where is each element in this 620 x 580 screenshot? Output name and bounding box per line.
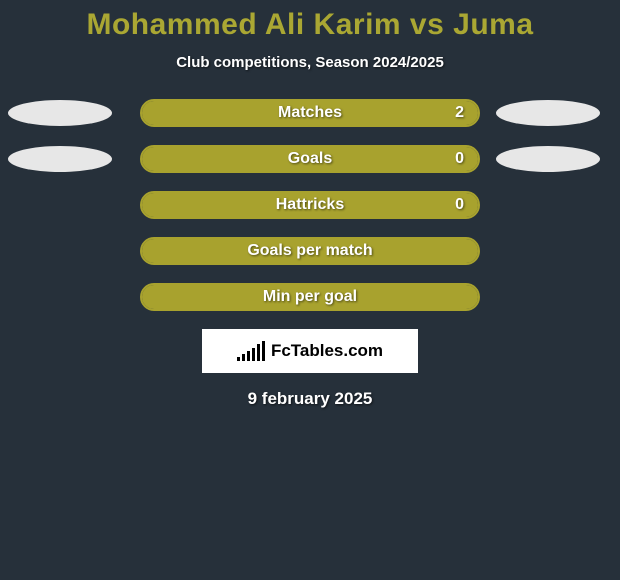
stat-bar-value: 2 — [455, 104, 464, 122]
stat-bar-value: 0 — [455, 196, 464, 214]
stat-bar: Goals per match — [140, 237, 480, 265]
stat-bar: Min per goal — [140, 283, 480, 311]
stat-rows: Matches 2 Goals 0 Hattricks 0 — [0, 99, 620, 311]
subtitle: Club competitions, Season 2024/2025 — [0, 54, 620, 71]
stat-bar-label: Hattricks — [276, 196, 344, 214]
stat-bar-label: Matches — [278, 104, 342, 122]
right-ellipse — [496, 146, 600, 172]
stat-bar-value: 0 — [455, 150, 464, 168]
stat-row-hattricks: Hattricks 0 — [0, 191, 620, 219]
stat-row-matches: Matches 2 — [0, 99, 620, 127]
stat-row-min-per-goal: Min per goal — [0, 283, 620, 311]
left-ellipse — [8, 100, 112, 126]
stat-bar-label: Min per goal — [263, 288, 357, 306]
logo-box: FcTables.com — [202, 329, 418, 373]
left-ellipse — [8, 146, 112, 172]
stat-bar: Hattricks 0 — [140, 191, 480, 219]
stat-bar-label: Goals — [288, 150, 332, 168]
stat-bar-label: Goals per match — [247, 242, 372, 260]
bar-chart-icon — [237, 341, 265, 361]
logo-text: FcTables.com — [271, 341, 383, 361]
page-title: Mohammed Ali Karim vs Juma — [0, 8, 620, 42]
stat-bar: Matches 2 — [140, 99, 480, 127]
stat-row-goals-per-match: Goals per match — [0, 237, 620, 265]
infographic-content: Mohammed Ali Karim vs Juma Club competit… — [0, 0, 620, 580]
right-ellipse — [496, 100, 600, 126]
date-label: 9 february 2025 — [0, 389, 620, 409]
stat-bar: Goals 0 — [140, 145, 480, 173]
stat-row-goals: Goals 0 — [0, 145, 620, 173]
